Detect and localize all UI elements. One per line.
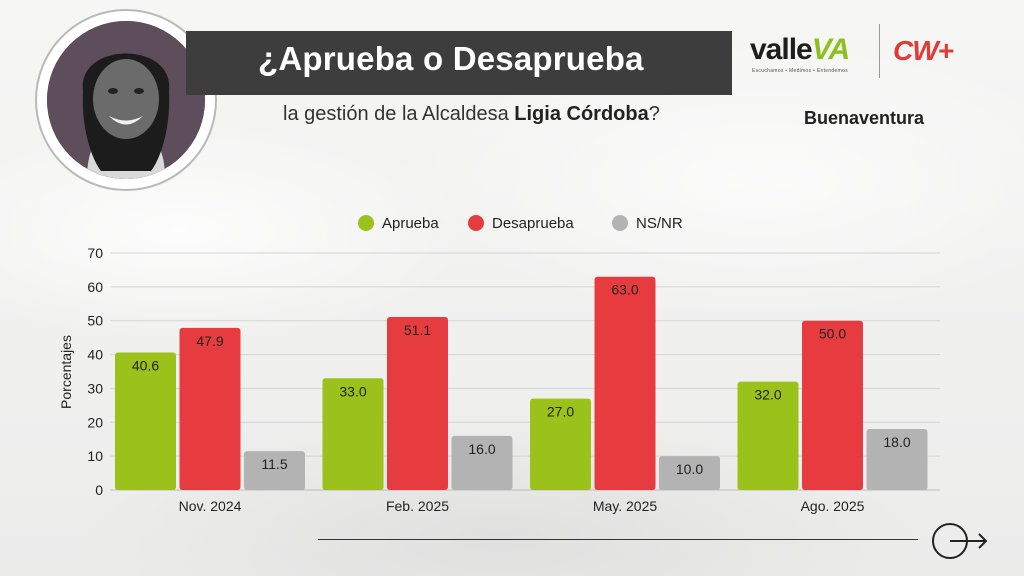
y-tick-label: 10 [87, 448, 103, 464]
data-label: 33.0 [339, 383, 366, 399]
x-tick-label: Feb. 2025 [386, 498, 449, 514]
x-tick-label: May. 2025 [593, 498, 658, 514]
legend-label: Desaprueba [492, 215, 574, 232]
data-label: 32.0 [754, 387, 781, 403]
next-button[interactable] [929, 522, 991, 562]
title-bar [186, 31, 732, 95]
y-tick-label: 40 [87, 347, 103, 363]
bar-aprueba [322, 378, 384, 490]
y-tick-label: 0 [95, 482, 103, 498]
bar-desaprueba [594, 276, 656, 490]
data-label: 40.6 [132, 358, 159, 374]
avatar [47, 21, 205, 179]
legend-label: Aprueba [382, 215, 439, 232]
valle-logo-main: valle [750, 33, 813, 66]
data-label: 27.0 [547, 404, 574, 420]
y-tick-label: 30 [87, 380, 103, 396]
legend-marker-nsnr [612, 215, 628, 231]
bar-desaprueba [802, 320, 863, 490]
circle-arrow-right-icon [932, 523, 988, 559]
logo-divider [879, 24, 880, 78]
bar-aprueba [115, 352, 176, 490]
data-label: 63.0 [611, 282, 638, 298]
page-title: ¿Aprueba o Desaprueba [258, 40, 644, 77]
valle-logo-accent: VA [811, 33, 850, 66]
data-label: 51.1 [404, 322, 431, 338]
x-tick-label: Nov. 2024 [179, 498, 242, 514]
data-label: 47.9 [196, 333, 223, 349]
y-tick-label: 50 [87, 313, 103, 329]
y-tick-label: 20 [87, 414, 103, 430]
bar-nsnr [244, 451, 305, 490]
data-label: 11.5 [261, 456, 287, 472]
person-portrait-icon [47, 21, 205, 179]
bottom-divider [318, 539, 918, 540]
y-tick-label: 70 [87, 245, 103, 261]
bar-nsnr [866, 429, 928, 490]
data-label: 10.0 [676, 461, 703, 477]
valle-logo-tagline: Escuchamos • Medimos • Entendemos [752, 68, 848, 74]
subtitle-prefix: la gestión de la Alcaldesa [283, 103, 515, 125]
y-tick-label: 60 [87, 279, 103, 295]
data-label: 16.0 [468, 441, 495, 457]
legend-marker-desaprueba [468, 215, 484, 231]
data-label: 50.0 [819, 326, 846, 342]
legend-label: NS/NR [636, 215, 683, 232]
x-tick-label: Ago. 2025 [801, 498, 865, 514]
legend-marker-aprueba [358, 215, 374, 231]
bar-aprueba [530, 398, 591, 490]
y-axis-label: Porcentajes [58, 335, 74, 409]
valle-logo: valleVA [750, 33, 850, 67]
cw-logo: CW+ [893, 35, 954, 66]
city-label: Buenaventura [804, 108, 925, 128]
bar-nsnr [451, 435, 513, 490]
bar-desaprueba [387, 316, 448, 490]
bar-nsnr [659, 456, 720, 490]
bar-desaprueba [179, 327, 241, 490]
data-label: 18.0 [883, 434, 910, 450]
subtitle-suffix: ? [648, 103, 660, 125]
subtitle-name: Ligia Córdoba [514, 103, 649, 125]
bar-aprueba [737, 381, 799, 490]
page-subtitle: la gestión de la Alcaldesa Ligia Córdoba… [283, 103, 660, 126]
